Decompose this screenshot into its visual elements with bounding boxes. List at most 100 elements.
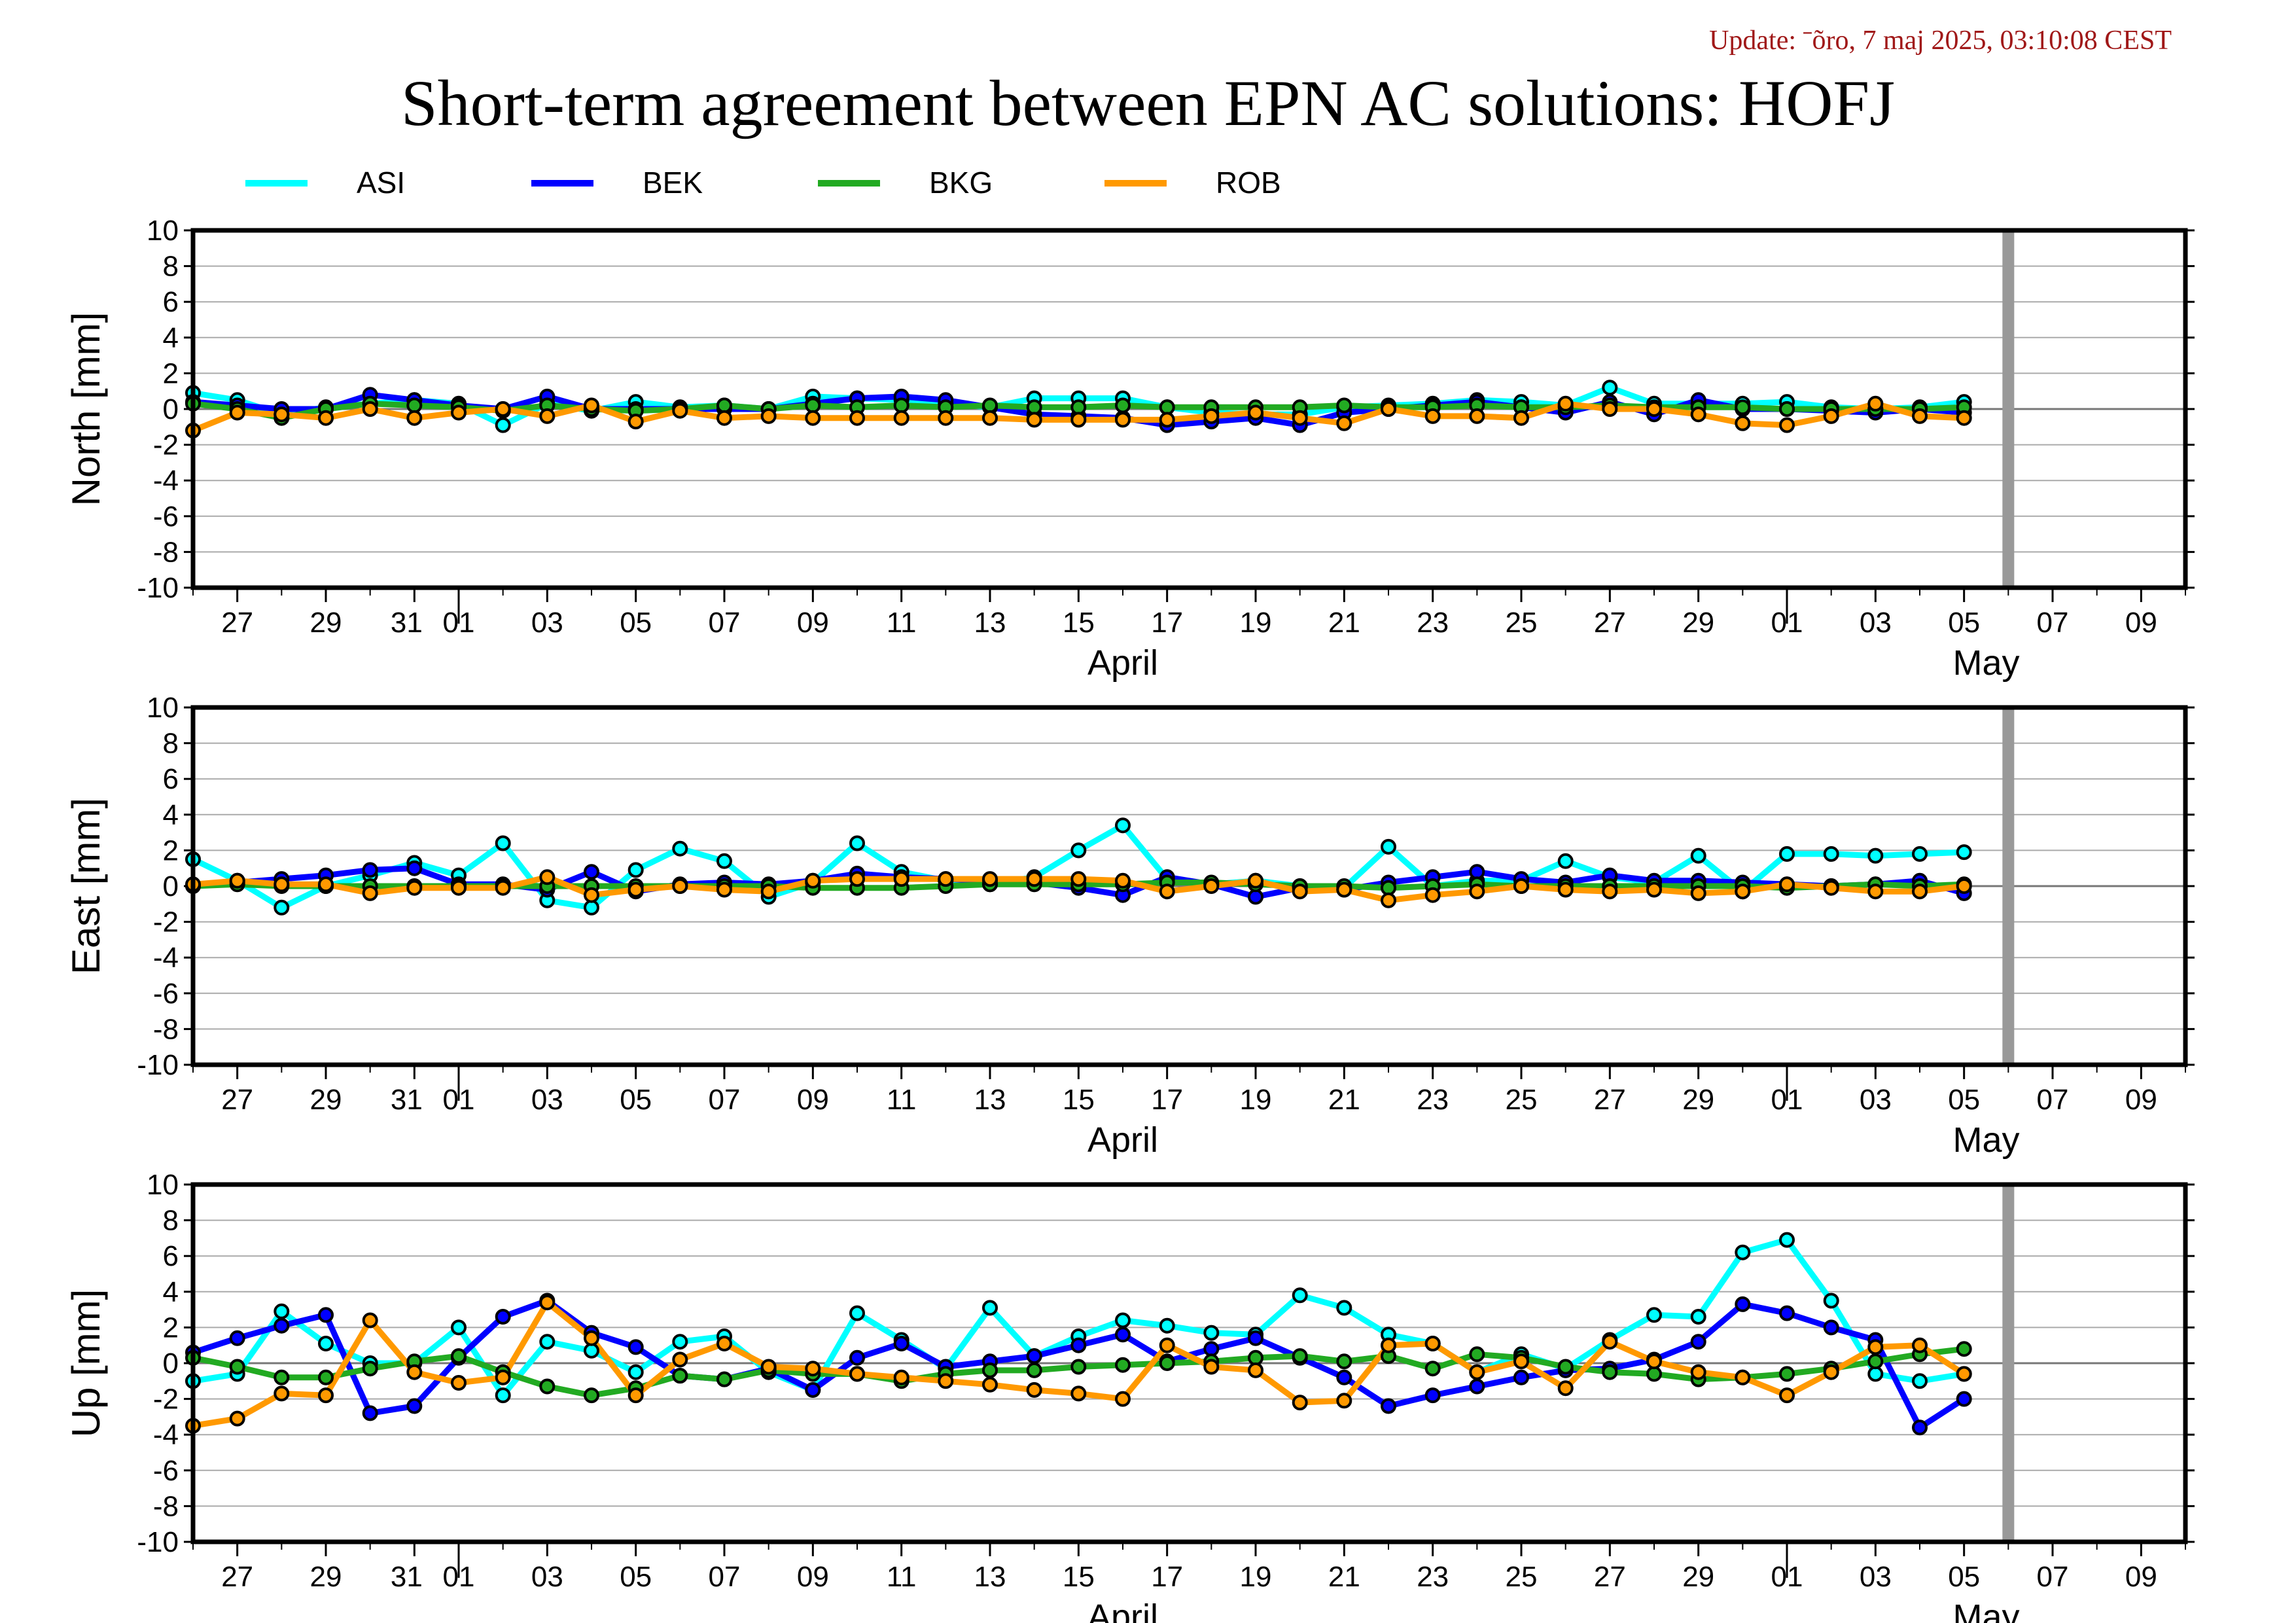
x-tick-label: 07 (2037, 1561, 2069, 1593)
data-point-asi (1779, 846, 1795, 862)
x-tick-label: 19 (1240, 1561, 1272, 1593)
x-tick-label: 11 (887, 607, 917, 639)
data-point-rob (1823, 880, 1839, 896)
data-point-asi (1690, 1309, 1706, 1325)
x-tick-label: 05 (620, 1561, 652, 1593)
data-point-asi (849, 1305, 865, 1321)
data-point-bkg (539, 1378, 556, 1395)
legend: ASI BEK BKG ROB (0, 160, 2296, 205)
data-point-rob (362, 1312, 378, 1329)
data-point-rob (805, 1361, 821, 1377)
data-point-rob (760, 1359, 777, 1375)
data-point-rob (1513, 1353, 1529, 1370)
data-point-bek (406, 1398, 423, 1414)
data-point-asi (495, 417, 511, 433)
data-point-rob (805, 410, 821, 426)
data-point-asi (1381, 838, 1396, 855)
data-point-asi (495, 1387, 511, 1404)
y-tick-label: 4 (163, 322, 179, 354)
data-point-rob (1956, 410, 1972, 426)
data-point-rob (539, 1294, 556, 1311)
x-tick-label: 31 (391, 607, 423, 639)
data-point-bkg (1070, 1359, 1087, 1375)
data-point-rob (406, 1364, 423, 1380)
data-point-bkg (451, 1348, 467, 1364)
legend-swatch-asi (245, 180, 308, 187)
data-point-bek (1424, 1387, 1441, 1404)
y-tick-label: 4 (163, 799, 179, 831)
data-point-rob (1513, 410, 1529, 426)
data-point-rob (406, 880, 423, 896)
data-point-bek (1248, 889, 1263, 905)
data-point-rob (1336, 1393, 1352, 1409)
data-point-asi (982, 1300, 998, 1316)
x-tick-label: 09 (797, 1561, 829, 1593)
today-marker (2002, 230, 2015, 588)
data-point-rob (584, 1330, 599, 1346)
data-point-rob (1203, 878, 1220, 894)
x-tick-label: 07 (709, 607, 741, 639)
data-point-rob (938, 871, 954, 887)
data-point-asi (274, 1303, 290, 1319)
x-tick-label: 09 (2125, 607, 2157, 639)
x-tick-label: 27 (221, 1561, 253, 1593)
data-point-asi (1912, 846, 1928, 862)
data-point-bkg (406, 397, 423, 414)
y-tick-label: 2 (163, 834, 179, 866)
data-point-asi (1646, 1307, 1662, 1323)
data-point-bek (584, 864, 599, 880)
data-point-rob (1381, 401, 1396, 417)
data-point-rob (1646, 1353, 1662, 1370)
data-point-asi (1159, 1317, 1175, 1334)
x-tick-label: 03 (531, 607, 563, 639)
data-point-bkg (1115, 397, 1131, 414)
y-tick-label: 6 (163, 1240, 179, 1272)
x-tick-label: 21 (1328, 607, 1360, 639)
y-tick-label: 4 (163, 1276, 179, 1308)
data-point-asi (1912, 1373, 1928, 1389)
data-point-asi (1115, 1312, 1131, 1329)
data-point-rob (495, 1369, 511, 1385)
data-point-rob (1779, 1387, 1795, 1404)
data-point-rob (539, 869, 556, 885)
data-point-rob (1115, 412, 1131, 428)
x-tick-label: 31 (391, 1084, 423, 1116)
data-point-asi (274, 899, 290, 916)
y-tick-label: 10 (147, 1169, 179, 1201)
data-point-rob (672, 878, 688, 894)
x-tick-label: 31 (391, 1561, 423, 1593)
data-point-rob (627, 1387, 644, 1404)
data-point-bkg (1336, 1353, 1352, 1370)
x-tick-label: 29 (310, 1084, 342, 1116)
data-point-rob (1248, 1362, 1263, 1378)
data-point-bkg (1070, 399, 1087, 416)
y-tick-label: 10 (147, 692, 179, 724)
data-point-rob (406, 410, 423, 426)
x-tick-label: 13 (974, 1561, 1006, 1593)
data-point-rob (938, 410, 954, 426)
y-tick-label: 0 (163, 393, 179, 425)
data-point-bek (1469, 864, 1485, 880)
x-tick-label: 17 (1151, 1084, 1183, 1116)
data-point-bkg (1557, 1359, 1574, 1375)
data-point-asi (1956, 844, 1972, 861)
data-point-bkg (982, 1362, 998, 1378)
data-point-rob (1424, 408, 1441, 424)
data-point-rob (1336, 415, 1352, 431)
data-point-asi (1292, 1287, 1308, 1304)
y-tick-label: 10 (147, 215, 179, 247)
month-label: May (1952, 1597, 2019, 1623)
y-tick-label: -6 (153, 1455, 179, 1487)
data-point-bek (1823, 1319, 1839, 1336)
data-point-rob (893, 871, 910, 887)
data-point-bek (1956, 1391, 1972, 1407)
data-point-rob (1646, 882, 1662, 898)
y-tick-label: -8 (153, 536, 179, 568)
x-tick-label: 03 (1860, 1561, 1892, 1593)
data-point-rob (1026, 871, 1042, 887)
x-tick-label: 11 (887, 1084, 917, 1116)
data-point-bkg (982, 397, 998, 414)
data-point-rob (760, 408, 777, 424)
